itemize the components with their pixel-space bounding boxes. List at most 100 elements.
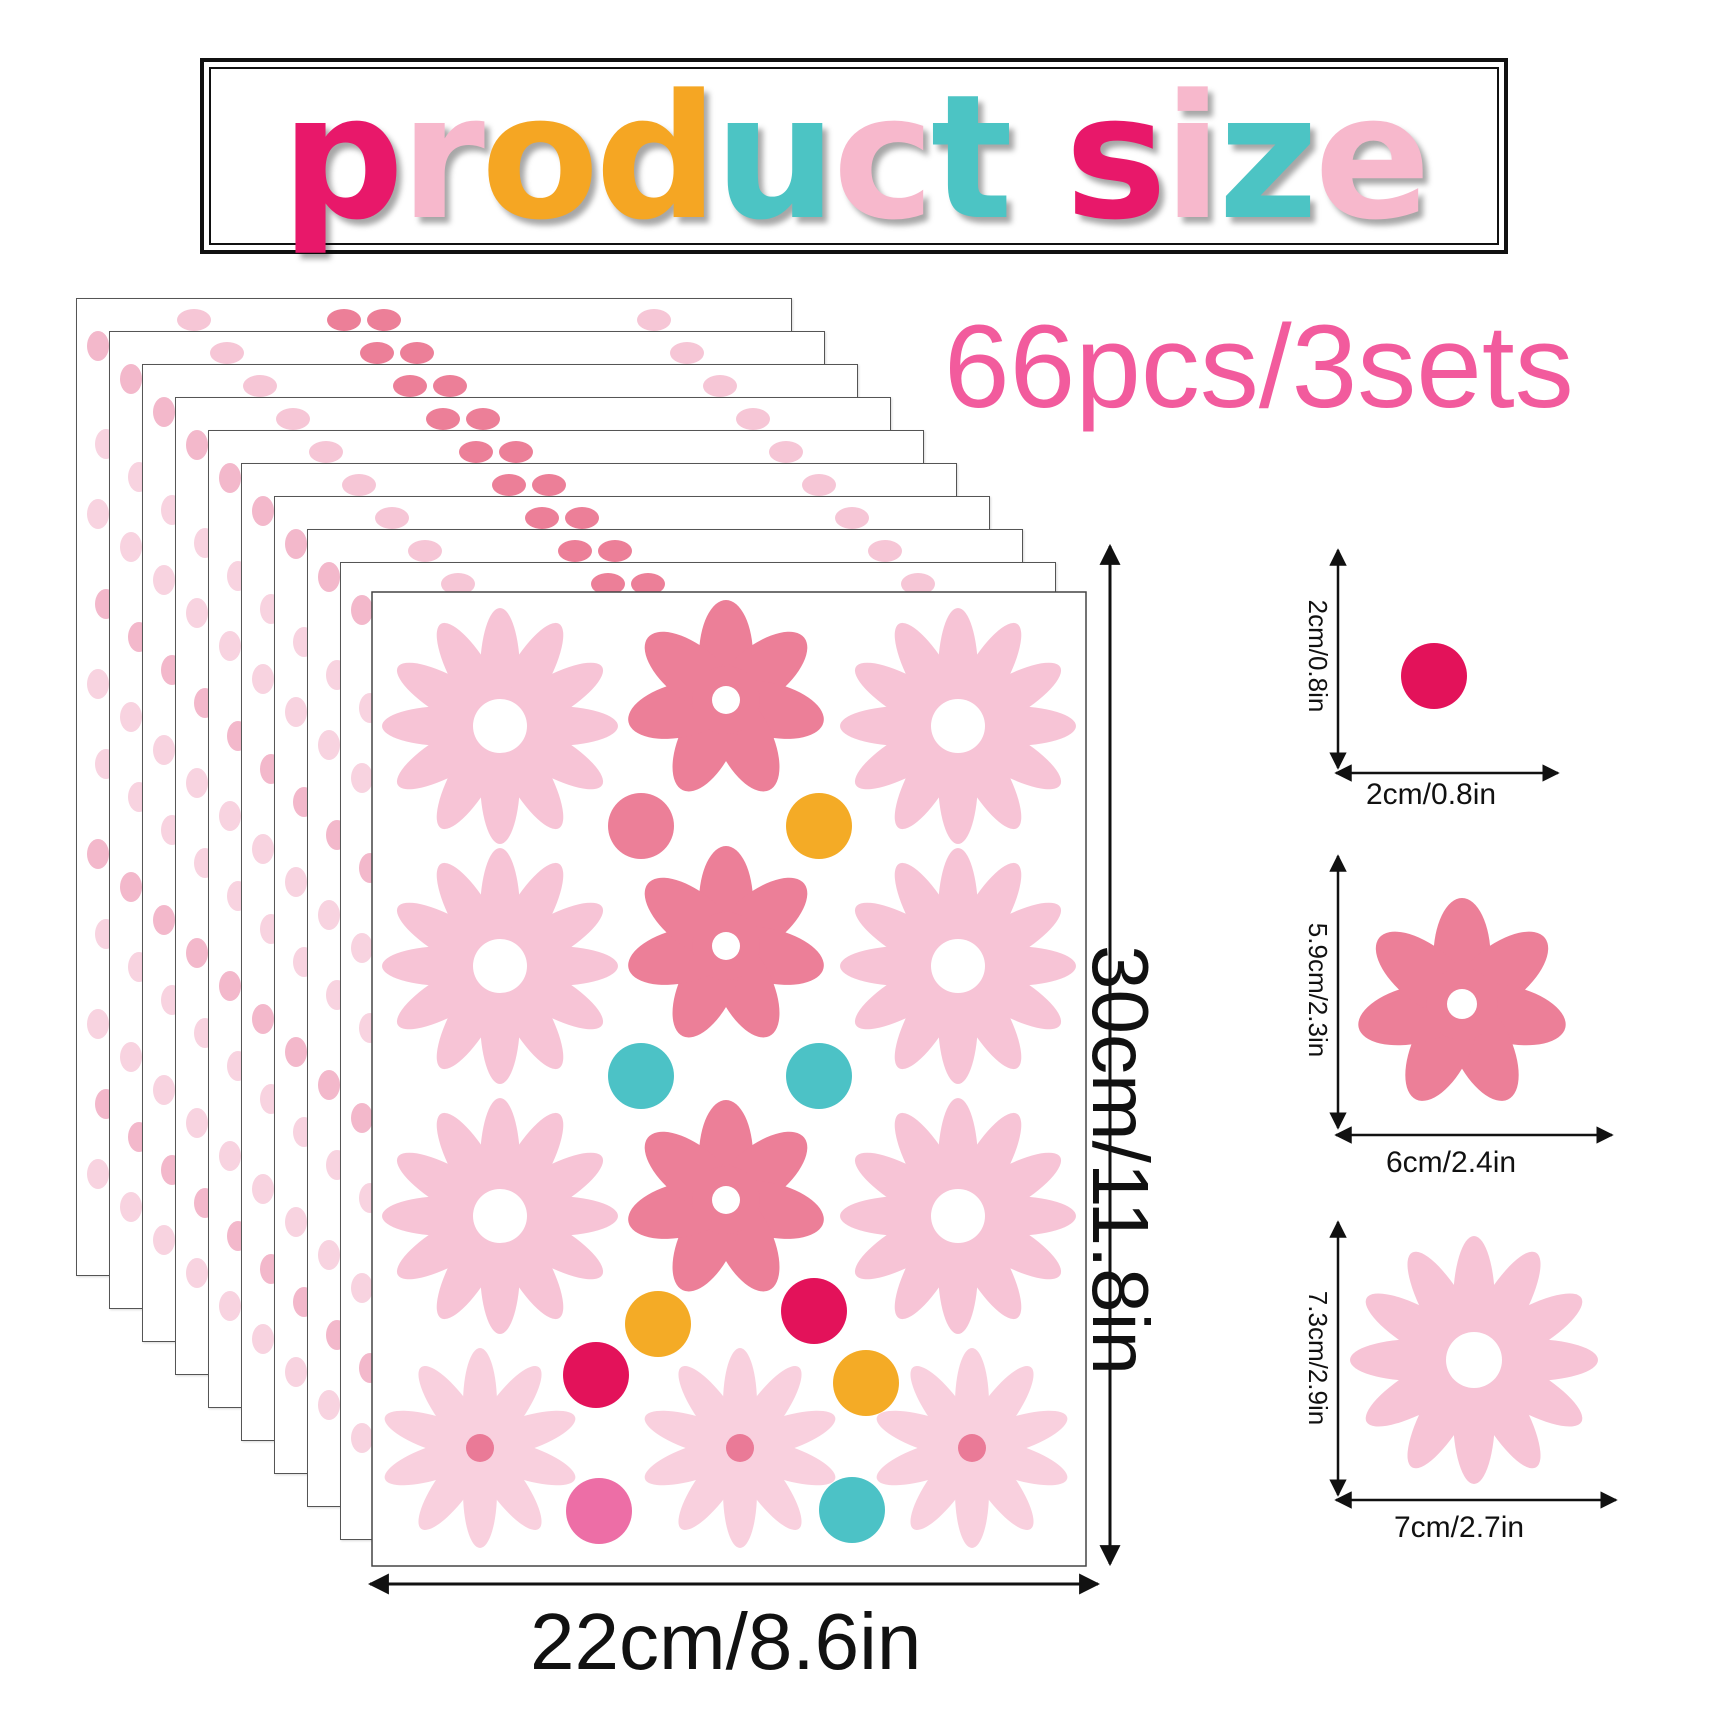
peeking-sticker [393, 375, 427, 397]
title-letter: i [1163, 57, 1222, 258]
peeking-sticker [186, 938, 208, 968]
peeking-sticker [87, 669, 109, 699]
peeking-sticker [309, 441, 343, 463]
peeking-sticker [186, 430, 208, 460]
peeking-sticker [252, 1324, 274, 1354]
dot-sticker [608, 1043, 674, 1109]
peeking-sticker [433, 375, 467, 397]
peeking-sticker [598, 540, 632, 562]
sheet-height-label: 30cm/11.8in [1076, 945, 1165, 1375]
peeking-sticker [327, 309, 361, 331]
large-daisy-sticker [840, 1098, 1076, 1334]
title-letter: r [400, 57, 485, 258]
peeking-sticker [219, 801, 241, 831]
peeking-sticker [219, 463, 241, 493]
peeking-sticker [285, 1207, 307, 1237]
peeking-sticker [736, 408, 770, 430]
peeking-sticker [703, 375, 737, 397]
peeking-sticker [408, 540, 442, 562]
peeking-sticker [318, 1240, 340, 1270]
peeking-sticker [285, 1037, 307, 1067]
large-daisy-sample [1350, 1236, 1598, 1484]
peeking-sticker [591, 573, 625, 595]
large-daisy-sticker [382, 1098, 618, 1334]
peeking-sticker [426, 408, 460, 430]
peeking-sticker [87, 1009, 109, 1039]
peeking-sticker [120, 702, 142, 732]
large-daisy-sticker [840, 608, 1076, 844]
peeking-sticker [219, 631, 241, 661]
sheet-width-label: 22cm/8.6in [530, 1597, 922, 1686]
peeking-sticker [276, 408, 310, 430]
dot-sticker [786, 793, 852, 859]
peeking-sticker [565, 507, 599, 529]
title-letter: p [281, 57, 404, 258]
peeking-sticker [351, 1103, 373, 1133]
peeking-sticker [153, 735, 175, 765]
peeking-sticker [219, 1291, 241, 1321]
peeking-sticker [769, 441, 803, 463]
large-daisy-sticker [382, 848, 618, 1084]
peeking-sticker [318, 730, 340, 760]
peeking-sticker [351, 763, 373, 793]
peeking-sticker [210, 342, 244, 364]
peeking-sticker [318, 900, 340, 930]
title-letter: e [1314, 57, 1431, 258]
peeking-sticker [219, 1141, 241, 1171]
peeking-sticker [637, 309, 671, 331]
small-flower-width-label: 6cm/2.4in [1386, 1146, 1517, 1179]
peeking-sticker [342, 474, 376, 496]
title-letter: d [595, 57, 718, 258]
peeking-sticker [153, 1075, 175, 1105]
peeking-sticker [177, 309, 211, 331]
peeking-sticker [532, 474, 566, 496]
peeking-sticker [901, 573, 935, 595]
peeking-sticker [87, 839, 109, 869]
dot-sticker [563, 1342, 629, 1408]
title-letter: t [930, 57, 1013, 258]
peeking-sticker [186, 1258, 208, 1288]
peeking-sticker [120, 1192, 142, 1222]
peeking-sticker [186, 598, 208, 628]
dot-height-label: 2cm/0.8in [1303, 599, 1333, 713]
peeking-sticker [120, 1042, 142, 1072]
peeking-sticker [252, 1004, 274, 1034]
pale-daisy-sticker [876, 1348, 1068, 1548]
title-banner-inner-border [209, 67, 1499, 245]
small-flower-sticker [628, 846, 824, 1038]
peeking-sticker [351, 1423, 373, 1453]
dot-sticker [781, 1278, 847, 1344]
large-daisy-sticker [840, 848, 1076, 1084]
peeking-sticker [375, 507, 409, 529]
peeking-sticker [252, 834, 274, 864]
peeking-sticker [351, 1273, 373, 1303]
peeking-sticker [153, 397, 175, 427]
title-letter: o [480, 57, 599, 258]
small-flower-height-label: 5.9cm/2.3in [1303, 922, 1333, 1058]
peeking-sticker [153, 905, 175, 935]
peeking-sticker [186, 1108, 208, 1138]
peeking-sticker [835, 507, 869, 529]
peeking-sticker [441, 573, 475, 595]
title-letter: s [1064, 57, 1167, 258]
peeking-sticker [87, 499, 109, 529]
peeking-sticker [318, 1390, 340, 1420]
peeking-sticker [243, 375, 277, 397]
dot-sticker [1401, 643, 1467, 709]
small-flower-sticker [628, 600, 824, 792]
peeking-sticker [120, 872, 142, 902]
page-title: product size [204, 68, 1504, 248]
peeking-sticker [466, 408, 500, 430]
large-daisy-width-label: 7cm/2.7in [1394, 1511, 1525, 1544]
dot-sticker [786, 1043, 852, 1109]
small-flower-sticker [628, 1100, 824, 1292]
peeking-sticker [318, 562, 340, 592]
peeking-sticker [186, 768, 208, 798]
peeking-sticker [631, 573, 665, 595]
pale-daisy-sticker [644, 1348, 836, 1548]
peeking-sticker [219, 971, 241, 1001]
peeking-sticker [252, 496, 274, 526]
small-flower-sample [1358, 898, 1566, 1101]
dot-width-label: 2cm/0.8in [1366, 778, 1497, 811]
